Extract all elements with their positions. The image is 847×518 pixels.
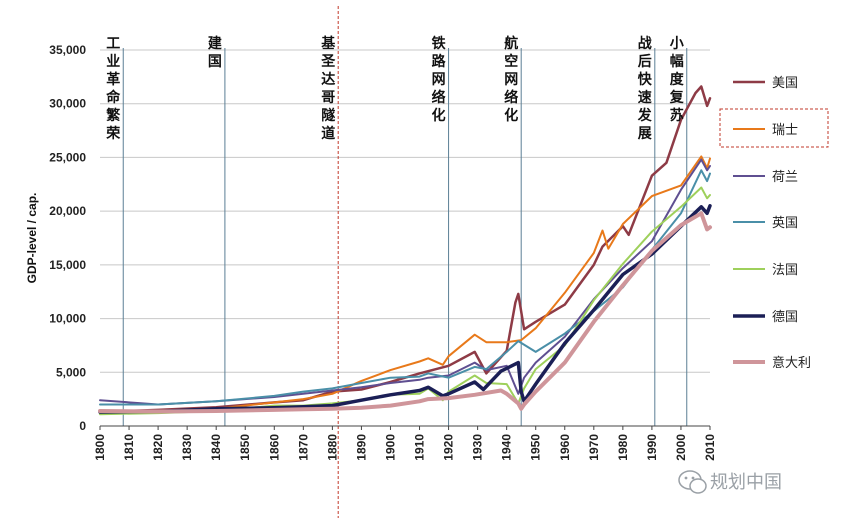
y-axis-label: GDP-level / cap. [25, 193, 39, 284]
x-tick-label: 1930 [471, 434, 485, 461]
x-tick-label: 1810 [122, 434, 136, 461]
legend-highlight-box [719, 108, 829, 148]
watermark: 规划中国 [678, 470, 782, 494]
x-tick-label: 1860 [267, 434, 281, 461]
x-tick-labels: 1800 1810 1820 1830 1840 1850 1860 1870 1880 1890… [93, 426, 717, 461]
x-tick-label: 1990 [645, 434, 659, 461]
y-tick-label: 20,000 [49, 204, 86, 218]
x-tick-label: 1940 [500, 434, 514, 461]
x-tick-label: 1890 [354, 434, 368, 461]
event-label: 建国 [208, 35, 222, 70]
x-tick-label: 1850 [238, 434, 252, 461]
series-line [99, 186, 711, 416]
legend-label: 荷兰 [772, 170, 798, 185]
x-tick-label: 1970 [587, 434, 601, 461]
legend-label: 英国 [772, 216, 798, 231]
y-tick-label: 15,000 [49, 258, 86, 272]
legend-label: 德国 [772, 310, 798, 325]
y-tick-label: 0 [79, 419, 86, 433]
x-tick-label: 1840 [209, 434, 223, 461]
watermark-text: 规划中国 [710, 472, 782, 493]
x-tick-label: 1900 [383, 434, 397, 461]
x-tick-label: 1920 [442, 434, 456, 461]
legend-label: 法国 [772, 263, 798, 278]
event-label: 工业革命繁荣 [105, 36, 121, 142]
event-label: 小幅度复苏 [669, 36, 685, 124]
gridlines [100, 49, 710, 373]
x-tick-label: 1960 [558, 434, 572, 461]
event-label: 基圣达哥隧道 [320, 35, 336, 142]
series-line [99, 155, 711, 415]
series-lines [98, 85, 712, 416]
y-tick-label: 10,000 [49, 312, 86, 326]
legend-label: 瑞士 [772, 123, 798, 138]
legend-label: 美国 [772, 76, 798, 91]
y-tick-label: 35,000 [49, 43, 86, 57]
x-tick-label: 1950 [529, 434, 543, 461]
y-tick-label: 25,000 [49, 150, 86, 164]
x-tick-label: 1820 [151, 434, 165, 461]
x-tick-label: 1870 [296, 434, 310, 461]
series-line [99, 169, 711, 406]
wechat-icon [678, 470, 707, 494]
x-tick-label: 2000 [674, 434, 688, 461]
event-label: 铁路网络化 [432, 35, 447, 124]
y-tick-label: 5,000 [56, 365, 86, 379]
event-label: 战后快速发展 [637, 35, 653, 142]
y-tick-label: 30,000 [49, 97, 86, 111]
legend-label: 意大利 [772, 355, 811, 371]
event-lines [122, 6, 688, 518]
x-tick-label: 1980 [616, 434, 630, 461]
x-tick-label: 1830 [180, 434, 194, 461]
x-tick-label: 1880 [325, 434, 339, 461]
y-tick-labels: 0 5,000 10,000 15,000 20,000 25,000 30,000 35,0… [49, 43, 86, 433]
x-tick-label: 1800 [93, 434, 107, 461]
event-label: 航空网络化 [504, 35, 518, 124]
series-line [98, 211, 712, 414]
series-line [98, 85, 712, 414]
x-tick-label: 1910 [413, 434, 427, 461]
x-tick-label: 2010 [703, 434, 717, 461]
